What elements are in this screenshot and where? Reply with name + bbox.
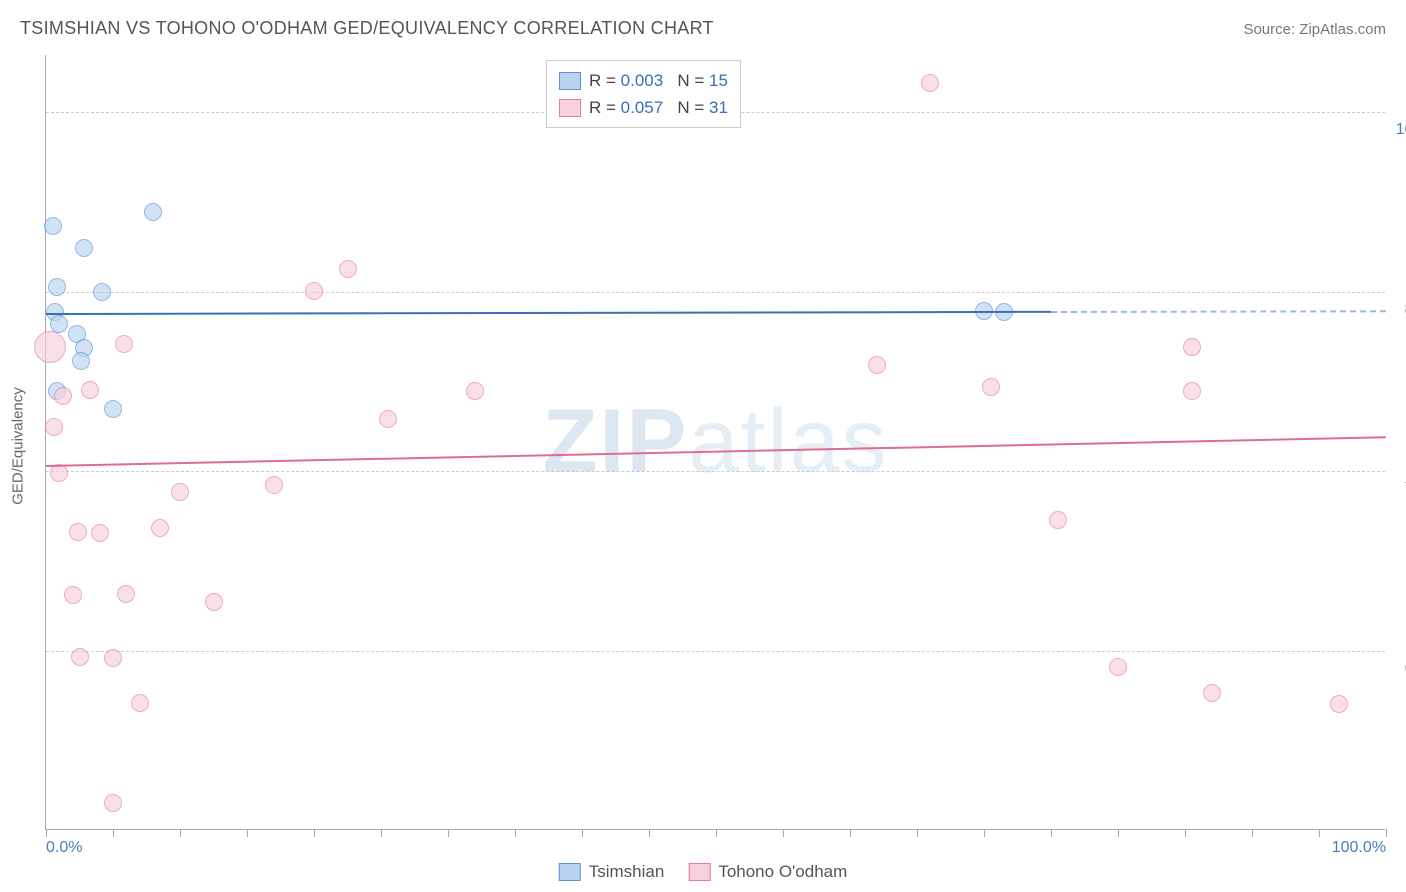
trend-line <box>46 311 1051 315</box>
x-tick <box>1319 829 1320 837</box>
x-tick <box>314 829 315 837</box>
data-point <box>45 418 63 436</box>
data-point <box>104 649 122 667</box>
data-point <box>1049 511 1067 529</box>
data-point <box>339 260 357 278</box>
data-point <box>104 794 122 812</box>
trend-line <box>46 437 1386 468</box>
x-tick <box>649 829 650 837</box>
watermark: ZIPatlas <box>542 391 888 494</box>
legend-item: Tsimshian <box>559 862 665 882</box>
data-point <box>75 239 93 257</box>
data-point <box>54 387 72 405</box>
data-point <box>1109 658 1127 676</box>
legend-swatch <box>688 863 710 881</box>
x-tick <box>1185 829 1186 837</box>
legend-stats-text: R = 0.057 N = 31 <box>589 94 728 121</box>
x-tick <box>46 829 47 837</box>
x-tick <box>716 829 717 837</box>
data-point <box>151 519 169 537</box>
data-point <box>921 74 939 92</box>
data-point <box>48 278 66 296</box>
data-point <box>34 331 66 363</box>
data-point <box>71 648 89 666</box>
legend-label: Tsimshian <box>589 862 665 882</box>
data-point <box>1183 338 1201 356</box>
series-legend: Tsimshian Tohono O'odham <box>559 862 848 882</box>
chart-title: TSIMSHIAN VS TOHONO O'ODHAM GED/EQUIVALE… <box>20 18 714 39</box>
data-point <box>115 335 133 353</box>
data-point <box>72 352 90 370</box>
watermark-light: atlas <box>688 392 888 492</box>
x-tick <box>1051 829 1052 837</box>
data-point <box>104 400 122 418</box>
legend-label: Tohono O'odham <box>718 862 847 882</box>
grid-line <box>46 651 1385 652</box>
data-point <box>93 283 111 301</box>
data-point <box>144 203 162 221</box>
x-tick <box>1252 829 1253 837</box>
data-point <box>868 356 886 374</box>
data-point <box>69 523 87 541</box>
chart-container: TSIMSHIAN VS TOHONO O'ODHAM GED/EQUIVALE… <box>0 0 1406 892</box>
data-point <box>81 381 99 399</box>
data-point <box>131 694 149 712</box>
header-row: TSIMSHIAN VS TOHONO O'ODHAM GED/EQUIVALE… <box>20 18 1386 39</box>
stats-legend: R = 0.003 N = 15R = 0.057 N = 31 <box>546 60 741 128</box>
x-tick <box>850 829 851 837</box>
x-tick <box>917 829 918 837</box>
watermark-bold: ZIP <box>542 392 688 492</box>
x-tick-label: 100.0% <box>1332 839 1386 857</box>
y-tick-label: 87.5% <box>1390 301 1406 319</box>
legend-swatch <box>559 72 581 90</box>
data-point <box>117 585 135 603</box>
grid-line <box>46 471 1385 472</box>
x-tick <box>515 829 516 837</box>
x-tick <box>180 829 181 837</box>
data-point <box>305 282 323 300</box>
data-point <box>91 524 109 542</box>
legend-stats-text: R = 0.003 N = 15 <box>589 67 728 94</box>
data-point <box>1203 684 1221 702</box>
stats-legend-row: R = 0.057 N = 31 <box>559 94 728 121</box>
data-point <box>64 586 82 604</box>
y-axis-title: GED/Equivalency <box>10 387 27 505</box>
data-point <box>982 378 1000 396</box>
stats-legend-row: R = 0.003 N = 15 <box>559 67 728 94</box>
data-point <box>466 382 484 400</box>
data-point <box>171 483 189 501</box>
x-tick <box>1118 829 1119 837</box>
data-point <box>1183 382 1201 400</box>
data-point <box>44 217 62 235</box>
x-tick <box>247 829 248 837</box>
plot-area: ZIPatlas 62.5%75.0%87.5%100.0%0.0%100.0%… <box>45 55 1385 830</box>
grid-line <box>46 292 1385 293</box>
x-tick-label: 0.0% <box>46 839 82 857</box>
x-tick <box>1386 829 1387 837</box>
x-tick <box>582 829 583 837</box>
legend-swatch <box>559 863 581 881</box>
source-label: Source: ZipAtlas.com <box>1243 21 1386 38</box>
legend-swatch <box>559 99 581 117</box>
y-tick-label: 100.0% <box>1390 121 1406 139</box>
trend-line-dashed <box>1051 310 1386 313</box>
y-tick-label: 75.0% <box>1390 480 1406 498</box>
x-tick <box>113 829 114 837</box>
y-tick-label: 62.5% <box>1390 660 1406 678</box>
x-tick <box>984 829 985 837</box>
data-point <box>265 476 283 494</box>
x-tick <box>448 829 449 837</box>
x-tick <box>381 829 382 837</box>
legend-item: Tohono O'odham <box>688 862 847 882</box>
x-tick <box>783 829 784 837</box>
data-point <box>205 593 223 611</box>
data-point <box>1330 695 1348 713</box>
data-point <box>379 410 397 428</box>
